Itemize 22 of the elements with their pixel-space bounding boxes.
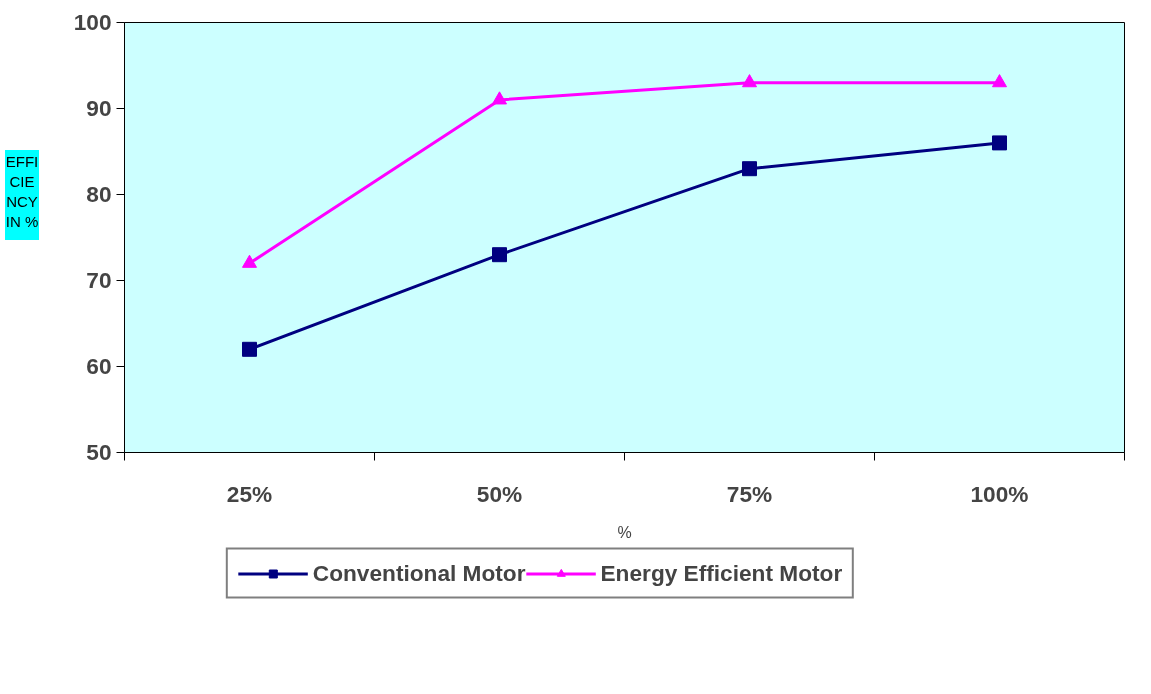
y-tick-label: 60 [86,353,112,379]
legend-label: Energy Efficient Motor [600,559,843,587]
y-tick-label: 50 [86,439,112,465]
x-tick-label: 75% [726,480,773,507]
x-tick-label: 25% [226,480,273,507]
point [492,247,507,263]
y-axis-title: EFFICIENCY IN % [5,152,39,232]
legend-label: Conventional Motor [312,559,526,587]
y-tick-label: 90 [86,95,112,121]
y-tick-label: 70 [86,267,112,293]
y-tick-label: 100 [73,9,112,35]
point [492,91,507,105]
y-tick-label: 80 [86,181,112,207]
point [742,161,757,177]
x-tick-label: 50% [476,480,523,507]
point [992,135,1007,151]
point [742,74,757,88]
x-axis-title: % [617,523,632,541]
x-tick-label: 100% [970,480,1029,507]
point [992,74,1007,88]
point [242,341,257,357]
point [242,254,257,268]
